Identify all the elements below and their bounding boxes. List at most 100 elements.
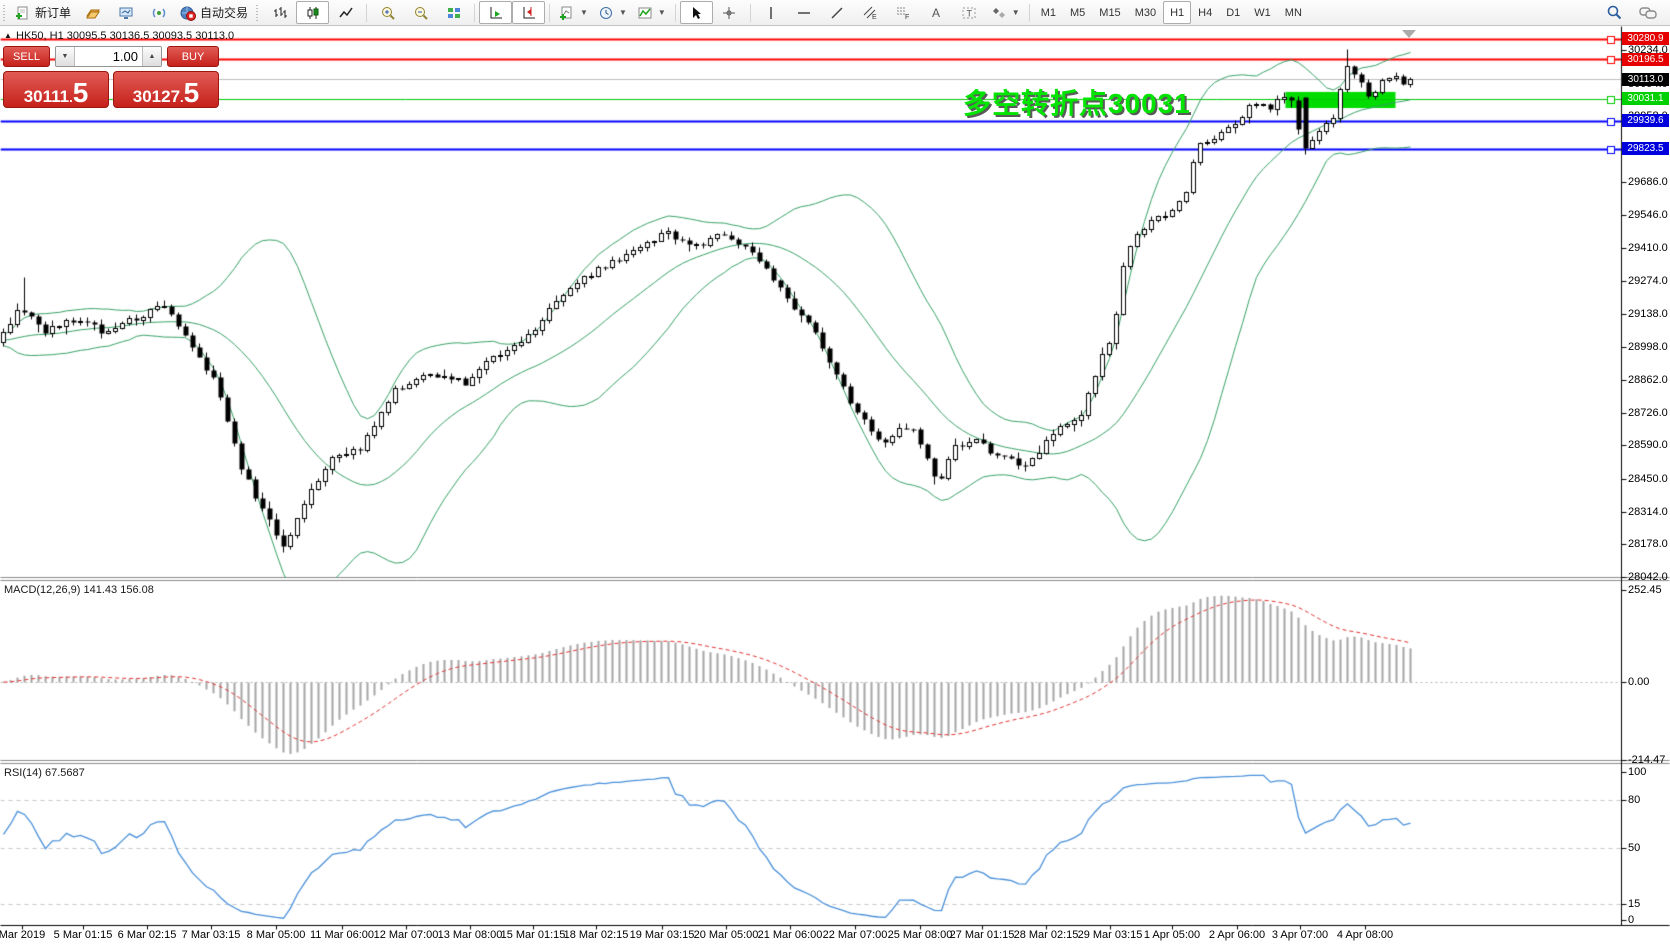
- price-tick-label: 29410.0: [1628, 242, 1668, 255]
- text-label-tool[interactable]: T: [953, 1, 986, 24]
- bar-chart-button[interactable]: [263, 1, 296, 24]
- crosshair-tool-button[interactable]: [713, 1, 746, 24]
- time-tick-label: 4 Apr 08:00: [1336, 929, 1394, 941]
- time-tick-label: 19 Mar 03:15: [629, 929, 695, 941]
- monitor-icon: [118, 5, 134, 21]
- price-tick-label: 29138.0: [1628, 307, 1668, 320]
- tf-button-m15[interactable]: M15: [1099, 6, 1121, 19]
- trendline-tool[interactable]: [821, 1, 854, 24]
- channel-icon: E: [862, 5, 878, 21]
- time-tick-label: 28 Mar 02:15: [1013, 929, 1079, 941]
- indicators-icon: [637, 5, 653, 21]
- horizontal-line-icon: [796, 5, 812, 21]
- chat-button[interactable]: [1631, 1, 1664, 24]
- rsi-value: 67.5687: [44, 767, 85, 779]
- time-tick-label: 22 Mar 07:00: [822, 929, 888, 941]
- tf-button-m1[interactable]: M1: [1040, 6, 1056, 19]
- signals-button[interactable]: [142, 1, 175, 24]
- text-label-icon: T: [961, 5, 977, 21]
- zoom-in-button[interactable]: [371, 1, 404, 24]
- time-tick-label: 29 Mar 03:15: [1077, 929, 1143, 941]
- auto-scroll-button[interactable]: [479, 1, 513, 24]
- price-tick-label: 29546.0: [1628, 209, 1668, 222]
- svg-text:T: T: [967, 8, 973, 18]
- bar-chart-icon: [272, 5, 288, 21]
- svg-text:E: E: [872, 14, 877, 21]
- toolbar-separator: [749, 3, 751, 22]
- candlestick-chart-button[interactable]: [296, 1, 330, 24]
- fibonacci-tool[interactable]: F: [887, 1, 920, 24]
- time-tick-label: 21 Mar 06:00: [757, 929, 823, 941]
- macd-name: MACD(12,26,9): [4, 584, 81, 596]
- clock-icon: [598, 5, 614, 21]
- tf-button-h1[interactable]: H1: [1163, 1, 1192, 24]
- volume-increase-button[interactable]: ▲: [142, 47, 161, 66]
- price-tick-label: 28314.0: [1628, 505, 1668, 518]
- tf-button-m5[interactable]: M5: [1070, 6, 1086, 19]
- svg-text:F: F: [905, 14, 909, 21]
- time-tick-label: 2 Apr 06:00: [1208, 929, 1266, 941]
- price-tick-label: 28178.0: [1628, 538, 1668, 551]
- zoom-out-button[interactable]: [404, 1, 437, 24]
- macd-window-label: MACD(12,26,9) 141.43 156.08: [4, 584, 154, 596]
- price-tick-label: 28998.0: [1628, 341, 1668, 354]
- buy-price-button[interactable]: 30127. 5: [113, 71, 219, 108]
- volume-decrease-button[interactable]: ▼: [56, 47, 75, 66]
- tf-button-m30[interactable]: M30: [1134, 6, 1157, 19]
- rsi-scale-label: 50: [1628, 842, 1641, 854]
- market-watch-button[interactable]: [109, 1, 142, 24]
- auto-trading-label: 自动交易: [200, 6, 249, 20]
- vertical-line-tool[interactable]: [755, 1, 788, 24]
- one-click-trade-panel: SELL ▼ ▲ BUY 30111.5 30127.5: [3, 46, 219, 108]
- time-tick-label: Mar 2019: [0, 929, 46, 941]
- chart-shift-button[interactable]: [512, 1, 546, 24]
- sell-price-button[interactable]: 30111. 5: [3, 71, 109, 108]
- rsi-name: RSI(14): [4, 767, 42, 779]
- tile-windows-button[interactable]: [437, 1, 470, 24]
- indicators-dropdown[interactable]: ▼: [632, 1, 671, 24]
- time-tick-label: 20 Mar 05:00: [693, 929, 759, 941]
- time-tick-label: 11 Mar 06:00: [309, 929, 375, 941]
- time-tick-label: 8 Mar 05:00: [246, 929, 306, 941]
- search-button[interactable]: [1598, 1, 1631, 24]
- buy-button[interactable]: BUY: [167, 46, 219, 67]
- price-marker-label: 30280.9: [1622, 32, 1669, 46]
- chevron-down-icon: ▼: [1011, 8, 1020, 17]
- sell-button[interactable]: SELL: [3, 46, 50, 67]
- new-order-button[interactable]: 新订单: [10, 1, 76, 24]
- toolbar-separator: [366, 3, 368, 22]
- text-tool[interactable]: A: [920, 1, 953, 24]
- symbol-ohlc-header: HK50, H1 30095.5 30136.5 30093.5 30113.0: [16, 30, 235, 42]
- arrows-dropdown[interactable]: ▼: [986, 1, 1025, 24]
- macd-signal-value: 156.08: [120, 584, 154, 596]
- macd-scale-label: -214.47: [1628, 754, 1666, 767]
- tf-button-w1[interactable]: W1: [1254, 6, 1271, 19]
- auto-trading-button[interactable]: 自动交易: [175, 1, 253, 24]
- tf-button-d1[interactable]: D1: [1226, 6, 1241, 19]
- svg-text:A: A: [932, 6, 940, 20]
- chat-icon: [1638, 5, 1657, 21]
- toolbar-grip: [2, 4, 7, 21]
- volume-stepper: ▼ ▲: [55, 46, 162, 67]
- tf-button-mn[interactable]: MN: [1284, 6, 1302, 19]
- chevron-down-icon: ▼: [657, 8, 666, 17]
- price-tick-label: 29274.0: [1628, 274, 1668, 287]
- chart-window-button[interactable]: [76, 1, 109, 24]
- toolbar-separator: [549, 3, 551, 22]
- time-tick-label: 25 Mar 08:00: [887, 929, 953, 941]
- volume-input[interactable]: [75, 47, 142, 66]
- auto-trading-stop-icon: [180, 5, 197, 21]
- rsi-scale-label: 0: [1628, 914, 1635, 926]
- new-chart-dropdown[interactable]: ▼: [554, 1, 593, 24]
- profiles-dropdown[interactable]: ▼: [593, 1, 632, 24]
- price-tick-label: 28862.0: [1628, 373, 1668, 386]
- time-tick-label: 12 Mar 07:00: [373, 929, 439, 941]
- horizontal-line-tool[interactable]: [788, 1, 821, 24]
- tf-button-h4[interactable]: H4: [1198, 6, 1213, 19]
- line-chart-button[interactable]: [329, 1, 362, 24]
- equidistant-channel-tool[interactable]: E: [854, 1, 887, 24]
- cursor-tool-button[interactable]: [679, 1, 713, 24]
- sell-price-main: 30111: [23, 87, 70, 106]
- time-tick-label: 7 Mar 03:15: [181, 929, 241, 941]
